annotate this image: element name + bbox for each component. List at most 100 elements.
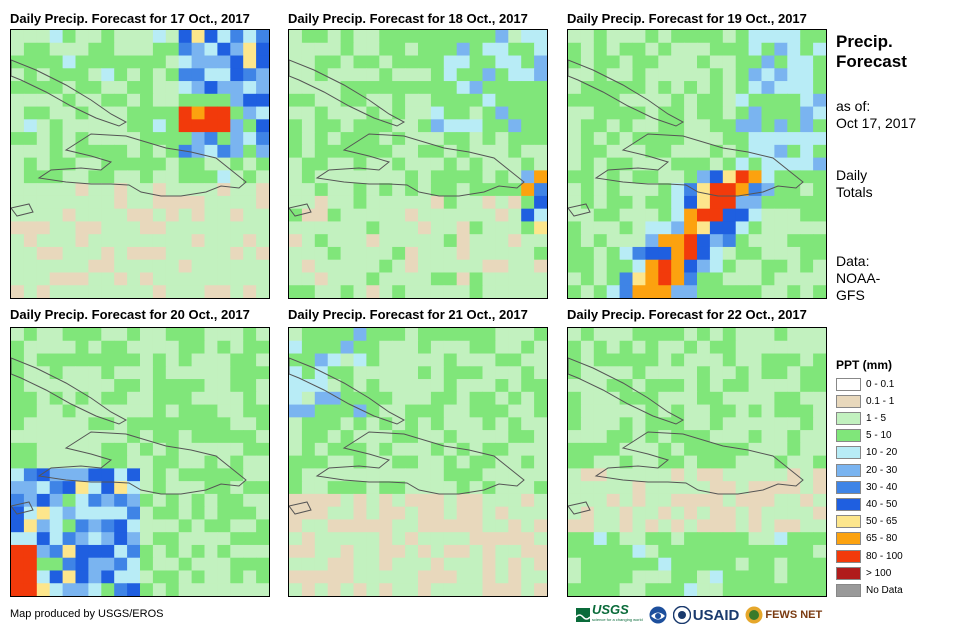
legend-label: No Data <box>866 584 903 596</box>
legend-row: 1 - 5 <box>836 409 886 427</box>
legend-row: 10 - 20 <box>836 444 897 462</box>
panel-title-5: Daily Precip. Forecast for 21 Oct., 2017 <box>288 307 528 322</box>
coastline <box>315 431 525 495</box>
legend-title: PPT (mm) <box>836 358 893 372</box>
coastline <box>11 59 128 127</box>
legend-swatch <box>836 429 861 443</box>
legend-swatch <box>836 446 861 460</box>
usgs-tagline: science for a changing world <box>592 617 643 622</box>
precip-map-6 <box>568 328 826 596</box>
usgs-wave-icon <box>576 608 590 622</box>
coastline <box>594 431 804 495</box>
legend-label: 65 - 80 <box>866 533 898 545</box>
map-panel-6 <box>567 327 827 597</box>
legend-row: No Data <box>836 581 903 599</box>
legend-swatch <box>836 566 861 580</box>
legend-swatch <box>836 549 861 563</box>
legend-row: 65 - 80 <box>836 530 897 548</box>
usgs-text: USGS <box>592 602 629 617</box>
logo-strip: USGS science for a changing world USAID … <box>576 602 828 628</box>
coastline <box>568 357 685 425</box>
noaa-logo-icon <box>649 606 667 624</box>
map-credit: Map produced by USGS/EROS <box>10 608 164 620</box>
panel-title-1: Daily Precip. Forecast for 17 Oct., 2017 <box>10 11 250 26</box>
precip-map-3 <box>568 30 826 298</box>
usaid-logo: USAID <box>672 606 740 624</box>
legend-swatch <box>836 411 861 425</box>
legend-label: 80 - 100 <box>866 550 903 562</box>
legend-row: 50 - 65 <box>836 513 897 531</box>
side-title-line1: Precip. <box>836 32 893 51</box>
legend-row: 0 - 0.1 <box>836 375 894 393</box>
precip-map-5 <box>289 328 547 596</box>
coastline <box>568 501 591 515</box>
coastline <box>11 357 128 425</box>
coastline <box>37 431 247 495</box>
map-panel-1 <box>10 29 270 299</box>
legend-row: 80 - 100 <box>836 547 903 565</box>
coastline <box>289 357 406 425</box>
data-source-block: Data: NOAA- GFS <box>836 253 880 304</box>
side-title: Precip. Forecast <box>836 32 907 72</box>
as-of-block: as of: Oct 17, 2017 <box>836 98 916 132</box>
data-source-line3: GFS <box>836 287 865 303</box>
map-panel-2 <box>288 29 548 299</box>
legend-row: 40 - 50 <box>836 495 897 513</box>
legend-row: > 100 <box>836 564 891 582</box>
legend-row: 30 - 40 <box>836 478 897 496</box>
precip-map-1 <box>11 30 269 298</box>
usaid-text: USAID <box>692 606 740 624</box>
totals-block: Daily Totals <box>836 167 873 201</box>
totals-line2: Totals <box>836 184 873 200</box>
coastline <box>568 59 685 127</box>
coastline <box>568 203 591 217</box>
data-source-line2: NOAA- <box>836 270 881 286</box>
as-of-label: as of: <box>836 98 871 114</box>
coastline <box>289 501 312 515</box>
legend-swatch <box>836 394 861 408</box>
panel-title-3: Daily Precip. Forecast for 19 Oct., 2017 <box>567 11 807 26</box>
coastline <box>315 133 525 197</box>
fewsnet-logo: FEWS NET <box>745 606 822 624</box>
usaid-seal-icon <box>672 606 691 624</box>
precip-map-2 <box>289 30 547 298</box>
legend-swatch <box>836 515 861 529</box>
precip-map-4 <box>11 328 269 596</box>
legend-swatch <box>836 480 861 494</box>
data-source-label: Data: <box>836 253 870 269</box>
legend-row: 20 - 30 <box>836 461 897 479</box>
legend-label: 5 - 10 <box>866 430 892 442</box>
legend-swatch <box>836 497 861 511</box>
fewsnet-globe-icon <box>745 606 763 624</box>
map-panel-3 <box>567 29 827 299</box>
fewsnet-text: FEWS NET <box>765 609 823 621</box>
coastline <box>11 203 34 217</box>
legend-swatch <box>836 463 861 477</box>
totals-line1: Daily <box>836 167 868 183</box>
legend-label: 40 - 50 <box>866 498 898 510</box>
panel-title-2: Daily Precip. Forecast for 18 Oct., 2017 <box>288 11 528 26</box>
map-panel-5 <box>288 327 548 597</box>
legend-label: 10 - 20 <box>866 447 898 459</box>
legend-row: 5 - 10 <box>836 427 892 445</box>
coastline <box>289 59 406 127</box>
legend-label: 0.1 - 1 <box>866 395 895 407</box>
coastline <box>289 203 312 217</box>
legend-label: 20 - 30 <box>866 464 898 476</box>
usgs-logo: USGS science for a changing world <box>576 602 643 625</box>
coastline <box>37 133 247 197</box>
legend-swatch <box>836 583 861 597</box>
legend-label: > 100 <box>866 567 892 579</box>
panel-title-6: Daily Precip. Forecast for 22 Oct., 2017 <box>567 307 807 322</box>
legend-swatch <box>836 377 861 391</box>
legend-label: 1 - 5 <box>866 412 887 424</box>
legend-label: 0 - 0.1 <box>866 378 895 390</box>
legend-label: 50 - 65 <box>866 516 898 528</box>
as-of-date: Oct 17, 2017 <box>836 115 917 131</box>
map-panel-4 <box>10 327 270 597</box>
legend-swatch <box>836 532 861 546</box>
legend-label: 30 - 40 <box>866 481 898 493</box>
panel-title-4: Daily Precip. Forecast for 20 Oct., 2017 <box>10 307 250 322</box>
side-title-line2: Forecast <box>836 52 907 71</box>
coastline <box>594 133 804 197</box>
